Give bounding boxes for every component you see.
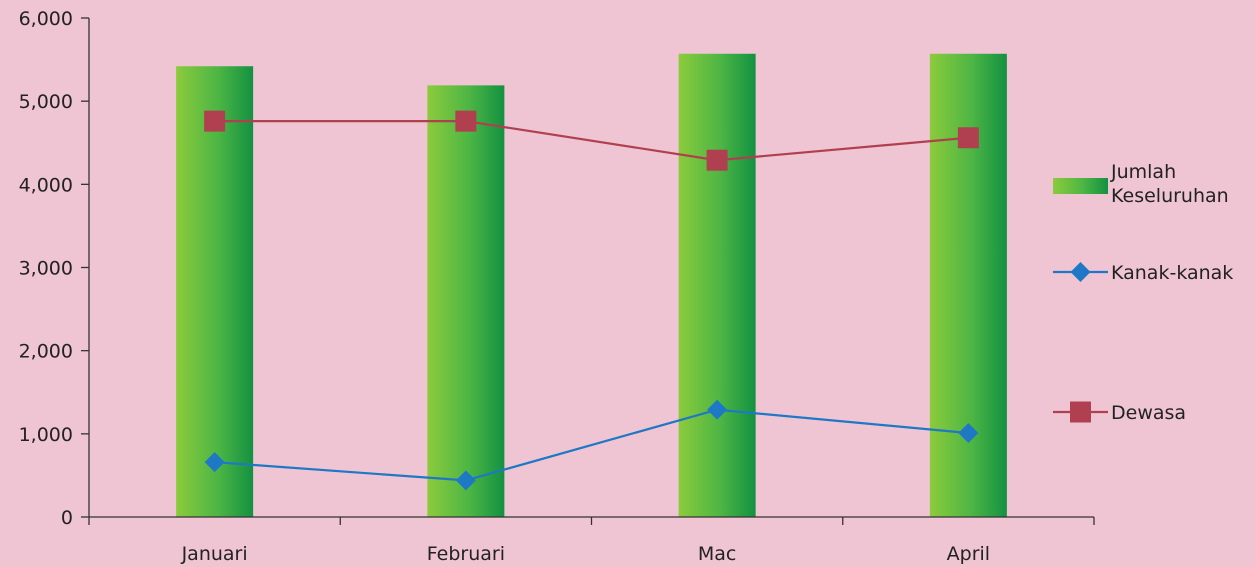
y-tick-label: 0 bbox=[61, 507, 73, 529]
point-dewasa-april bbox=[957, 127, 979, 149]
y-tick-label: 4,000 bbox=[19, 174, 73, 196]
legend-key-marker-kanak-kanak bbox=[1070, 262, 1091, 282]
lines-layer bbox=[204, 110, 979, 491]
legend-label: Jumlah bbox=[1110, 161, 1176, 183]
point-dewasa-mac bbox=[706, 149, 728, 171]
bar-mac bbox=[678, 53, 756, 518]
x-tick-label: Februari bbox=[427, 543, 505, 565]
legend-key-marker-dewasa bbox=[1070, 401, 1091, 423]
series-line-kanak-kanak bbox=[214, 408, 969, 482]
bar-januari bbox=[176, 66, 254, 517]
x-tick-label: Januari bbox=[181, 543, 248, 565]
bar-februari bbox=[427, 85, 505, 518]
legend-label: Keseluruhan bbox=[1111, 185, 1229, 207]
legend-label: Dewasa bbox=[1111, 402, 1186, 424]
point-kanak-kanak-februari bbox=[455, 470, 476, 491]
y-tick-label: 6,000 bbox=[19, 8, 73, 30]
point-kanak-kanak-april bbox=[958, 423, 979, 444]
bar-april bbox=[929, 53, 1007, 518]
point-dewasa-februari bbox=[455, 110, 477, 132]
legend-label: Kanak-kanak bbox=[1111, 262, 1233, 284]
y-tick-label: 5,000 bbox=[19, 91, 73, 113]
point-dewasa-januari bbox=[204, 110, 226, 132]
x-tick-label: Mac bbox=[698, 543, 736, 565]
y-tick-label: 3,000 bbox=[19, 258, 73, 280]
axes-layer: 0 1,000 2,000 3,000 4,000 5,000 6,000 Januari Fe… bbox=[19, 8, 1095, 565]
y-tick-label: 2,000 bbox=[19, 341, 73, 363]
point-kanak-kanak-januari bbox=[204, 452, 225, 473]
legend-key-bar bbox=[1053, 178, 1108, 194]
x-tick-label: April bbox=[947, 543, 990, 565]
bars-layer bbox=[176, 53, 1007, 518]
y-tick-label: 1,000 bbox=[19, 424, 73, 446]
point-kanak-kanak-mac bbox=[707, 399, 728, 420]
series-line-dewasa bbox=[214, 120, 969, 162]
